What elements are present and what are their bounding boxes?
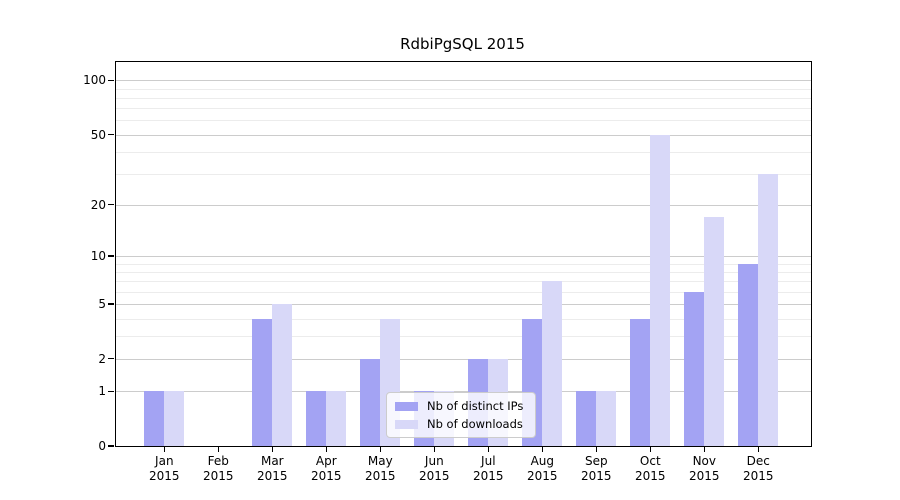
y-tick-mark: [108, 390, 114, 392]
bar-downloads-nov: [704, 217, 725, 446]
legend: Nb of distinct IPs Nb of downloads: [386, 392, 537, 438]
x-axis-tick-label: Mar 2015: [257, 454, 288, 483]
y-tick-mark: [108, 255, 114, 257]
bar-downloads-mar: [272, 304, 293, 446]
legend-item-distinct-ips: Nb of distinct IPs: [395, 399, 523, 413]
x-tick-mark: [379, 446, 381, 452]
major-gridline: [116, 358, 811, 360]
minor-gridline: [116, 263, 811, 265]
minor-gridline: [116, 151, 811, 153]
x-axis-tick-label: Sep 2015: [581, 454, 612, 483]
x-axis-tick-label: Nov 2015: [689, 454, 720, 483]
bar-distinct-ips-may: [360, 358, 381, 446]
minor-gridline: [116, 97, 811, 99]
x-axis-tick-label: Jun 2015: [419, 454, 450, 483]
bar-downloads-dec: [758, 173, 779, 446]
bar-distinct-ips-apr: [306, 391, 327, 446]
legend-swatch-downloads-icon: [395, 419, 418, 429]
plot-area: 0 1 2 5 10 20 50 100 Jan 2015 Feb 2015 Mar 2015 Apr…: [83, 61, 812, 483]
minor-gridline: [116, 173, 811, 175]
legend-item-downloads: Nb of downloads: [395, 417, 523, 431]
x-tick-mark: [271, 446, 273, 452]
y-axis-tick-label: 5: [98, 297, 106, 311]
y-tick-mark: [108, 133, 114, 136]
y-tick-mark: [108, 79, 114, 81]
x-axis-tick-label: Apr 2015: [311, 454, 342, 483]
x-axis-tick-label: Dec 2015: [743, 454, 774, 483]
x-axis-tick-label: May 2015: [365, 454, 396, 483]
y-tick-mark: [108, 445, 114, 447]
bar-distinct-ips-jan: [144, 391, 165, 446]
legend-swatch-distinct-ips-icon: [395, 401, 418, 411]
bar-downloads-apr: [326, 391, 347, 446]
minor-gridline: [116, 120, 811, 122]
bar-downloads-aug: [542, 281, 563, 446]
x-tick-mark: [217, 446, 219, 452]
x-tick-mark: [595, 446, 597, 452]
y-axis-tick-label: 20: [90, 197, 106, 212]
minor-gridline: [116, 336, 811, 338]
bar-downloads-oct: [650, 134, 671, 446]
major-gridline: [116, 391, 811, 393]
y-axis-tick-label: 1: [98, 384, 106, 399]
y-axis-tick-label: 50: [90, 127, 106, 142]
major-gridline: [116, 256, 811, 257]
major-gridline: [116, 204, 811, 206]
bar-distinct-ips-nov: [684, 291, 705, 446]
bar-distinct-ips-mar: [252, 318, 273, 446]
chart-title: RdbiPgSQL 2015: [400, 35, 525, 53]
bar-distinct-ips-dec: [738, 263, 759, 446]
minor-gridline: [116, 88, 811, 90]
x-tick-mark: [433, 446, 435, 452]
minor-gridline: [116, 271, 811, 273]
major-gridline: [116, 304, 811, 305]
y-axis-tick-label: 2: [98, 351, 106, 366]
y-tick-mark: [108, 358, 114, 360]
x-tick-mark: [541, 446, 543, 452]
y-tick-mark: [108, 204, 114, 206]
x-tick-mark: [325, 446, 327, 452]
major-gridline: [116, 134, 811, 136]
minor-gridline: [116, 318, 811, 320]
x-axis-tick-label: Jul 2015: [473, 454, 504, 483]
legend-label-distinct-ips: Nb of distinct IPs: [427, 399, 524, 413]
minor-gridline: [116, 281, 811, 283]
bar-downloads-jan: [164, 391, 185, 446]
y-tick-mark: [108, 303, 114, 305]
x-axis-tick-label: Feb 2015: [203, 454, 234, 483]
x-tick-mark: [487, 446, 489, 452]
x-axis-tick-label: Aug 2015: [527, 454, 558, 483]
x-tick-mark: [649, 446, 651, 452]
bar-distinct-ips-sep: [576, 391, 597, 446]
minor-gridline: [116, 108, 811, 110]
y-axis-tick-label: 0: [98, 439, 106, 453]
x-axis-tick-label: Jan 2015: [149, 454, 180, 483]
y-axis-tick-label: 10: [90, 249, 106, 263]
bar-distinct-ips-oct: [630, 318, 651, 446]
minor-gridline: [116, 291, 811, 293]
major-gridline: [116, 80, 811, 82]
x-axis-tick-label: Oct 2015: [635, 454, 666, 483]
x-tick-mark: [703, 446, 705, 452]
y-axis-tick-label: 100: [83, 73, 106, 88]
x-tick-mark: [163, 446, 165, 452]
bar-downloads-sep: [596, 391, 617, 446]
x-tick-mark: [757, 446, 759, 452]
legend-label-downloads: Nb of downloads: [427, 417, 523, 431]
